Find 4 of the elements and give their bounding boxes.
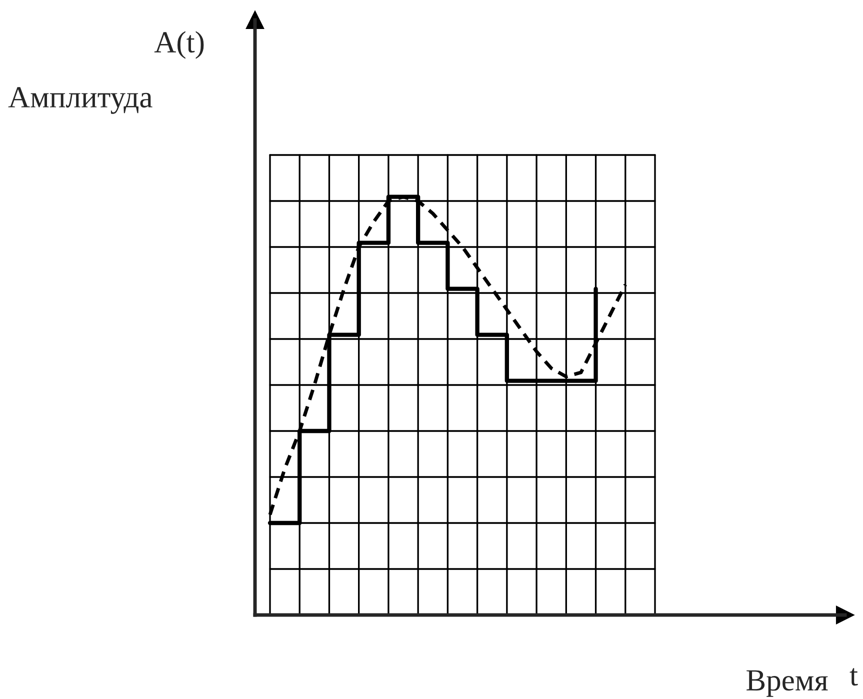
y-axis-title: Амплитуда: [8, 87, 152, 114]
x-axis-title: Время: [746, 670, 828, 697]
text: A(t): [154, 31, 204, 59]
text: t: [850, 668, 858, 686]
